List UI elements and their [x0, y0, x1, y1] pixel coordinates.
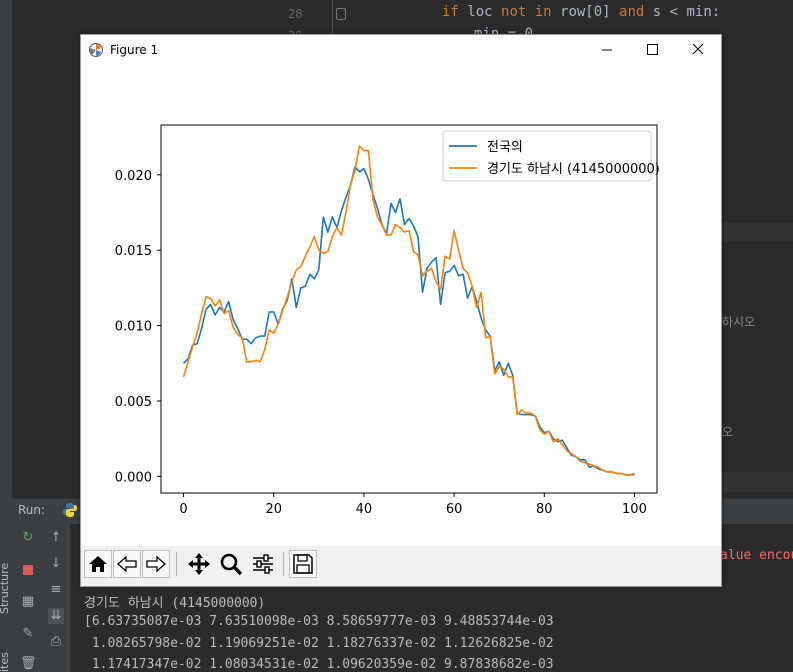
y-tick-label: 0.010 — [115, 320, 152, 335]
navigation-toolbar — [81, 546, 721, 586]
layout-icon[interactable]: ▦ — [21, 594, 35, 609]
plot-area — [160, 124, 658, 494]
legend-label: 경기도 하남시 (4145000000) — [487, 162, 660, 177]
figure-canvas[interactable]: 0 20 40 60 80 100 0.000 0.005 0.010 0.015 0.020 전국의… — [81, 65, 721, 546]
console-line: 경기도 하남시 (4145000000) — [84, 596, 266, 611]
matplotlib-icon — [88, 42, 104, 58]
x-tick-label: 40 — [356, 502, 373, 517]
delete-icon[interactable]: 🗑 — [20, 656, 37, 671]
editor-hint-text: 오 — [722, 425, 734, 439]
console-line: 1.08265798e-02 1.19069251e-02 1.18276337… — [84, 636, 554, 651]
editor-strip — [720, 222, 793, 242]
console-error-text: alue encou — [720, 548, 793, 563]
x-tick-label: 100 — [622, 502, 647, 517]
y-tick-label: 0.005 — [115, 395, 152, 410]
x-tick-label: 20 — [265, 502, 282, 517]
x-tick-label: 80 — [536, 502, 553, 517]
figure-window: Figure 1 0 20 40 60 80 100 0.000 0.005 0.010 0.01… — [80, 34, 722, 587]
home-icon[interactable] — [84, 550, 112, 578]
pan-icon[interactable] — [185, 550, 213, 578]
back-icon[interactable] — [113, 550, 141, 578]
fold-icon[interactable] — [336, 8, 346, 20]
y-tick-label: 0.000 — [115, 470, 152, 485]
python-icon[interactable] — [62, 502, 78, 518]
zoom-icon[interactable] — [217, 550, 245, 578]
rerun-icon[interactable]: ↻ — [22, 530, 34, 545]
console-line: 1.17417347e-02 1.08034531e-02 1.09620359… — [84, 657, 554, 672]
editor-lower-area — [720, 222, 793, 492]
toolbar-separator — [283, 552, 284, 576]
print-icon[interactable]: ⎙ — [50, 634, 62, 649]
editor-hint-text: 하시오 — [722, 315, 756, 329]
scroll-down-icon[interactable]: ↓ — [50, 556, 62, 571]
y-tick-label: 0.015 — [115, 244, 152, 259]
stop-icon[interactable] — [20, 562, 36, 578]
chart: 0 20 40 60 80 100 0.000 0.005 0.010 0.015 0.020 전국의… — [115, 124, 660, 517]
legend-box — [442, 130, 652, 182]
minimize-button[interactable] — [583, 35, 629, 65]
line-number: 28 — [288, 7, 303, 21]
x-tick-label: 0 — [179, 502, 187, 517]
maximize-button[interactable] — [629, 35, 675, 65]
console-line: [6.63735087e-03 7.63510098e-03 8.5865977… — [84, 614, 554, 629]
close-button[interactable] — [675, 35, 721, 65]
scroll-to-end-icon[interactable]: ⇊ — [48, 608, 64, 624]
forward-icon[interactable] — [142, 550, 170, 578]
scroll-up-icon[interactable]: ↑ — [50, 530, 62, 545]
configure-icon[interactable] — [249, 550, 277, 578]
series-line-2 — [182, 145, 635, 476]
code-line: if loc not in row[0] and s < min: — [442, 4, 721, 20]
run-side-toolbar — [12, 524, 70, 672]
window-titlebar[interactable]: Figure 1 — [81, 35, 721, 65]
save-icon[interactable] — [289, 550, 317, 578]
gutter-divider — [332, 0, 333, 60]
y-tick-label: 0.020 — [115, 169, 152, 184]
structure-tab[interactable]: Structure — [0, 562, 11, 614]
favorites-tab[interactable]: ites — [0, 652, 11, 672]
run-label: Run: — [18, 503, 46, 517]
x-tick-label: 60 — [446, 502, 463, 517]
soft-wrap-icon[interactable]: ≡ — [50, 582, 62, 597]
window-title: Figure 1 — [110, 43, 159, 57]
pin-icon[interactable]: ✎ — [22, 626, 34, 641]
editor-strip — [720, 472, 793, 492]
legend-label: 전국의 — [487, 140, 523, 155]
toolbar-separator — [176, 552, 177, 576]
